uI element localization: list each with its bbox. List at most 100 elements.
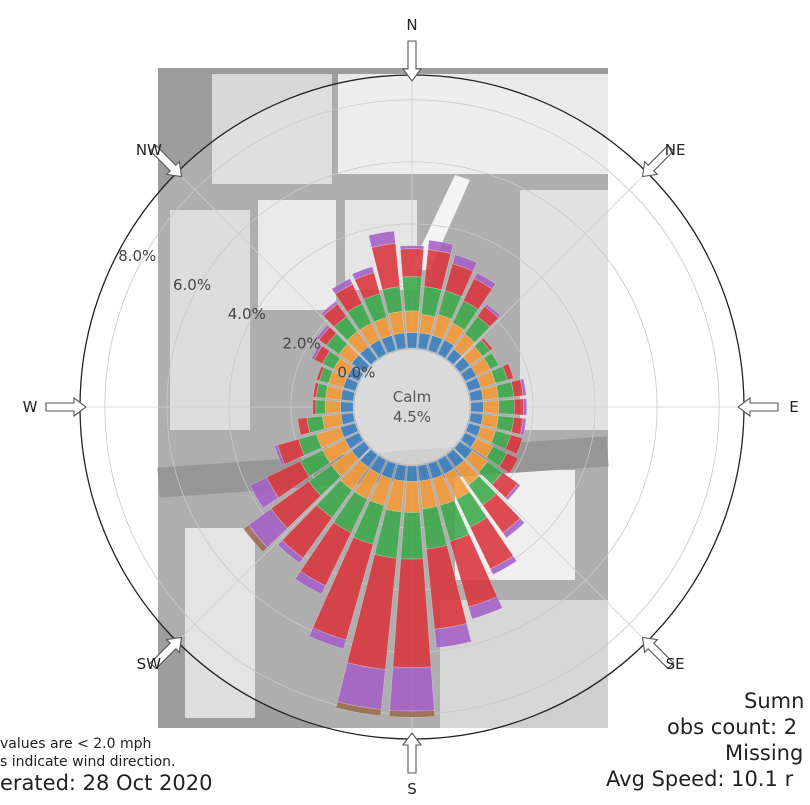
rose-bar-segment bbox=[453, 356, 471, 373]
arrow-shape bbox=[641, 144, 675, 178]
arrow-shape bbox=[401, 732, 423, 774]
rose-bar-segment bbox=[346, 554, 397, 670]
rose-bar-segment bbox=[351, 266, 375, 281]
rose-bar-segment bbox=[498, 452, 519, 474]
rose-bar-segment bbox=[464, 450, 488, 473]
rose-bar-segment bbox=[523, 398, 528, 416]
rose-bar-segment bbox=[368, 230, 396, 248]
rose-bar-segment bbox=[266, 460, 310, 499]
rose-bar-segment bbox=[427, 460, 443, 480]
rose-bar-segment bbox=[484, 303, 502, 319]
radial-tick-label: 0.0% bbox=[337, 363, 375, 381]
rose-bar-segment bbox=[322, 439, 351, 464]
direction-arrows bbox=[45, 40, 779, 774]
rose-bar-segment bbox=[277, 540, 304, 564]
rose-bar-segment bbox=[519, 417, 527, 436]
rose-bar-segment bbox=[249, 476, 279, 509]
avg-speed: Avg Speed: 10.1 r bbox=[606, 767, 794, 791]
rose-bar-segment bbox=[476, 305, 499, 328]
direction-label: SW bbox=[137, 655, 162, 673]
rose-bar-segment bbox=[315, 383, 329, 399]
rose-bar-segment bbox=[369, 455, 387, 475]
rose-bar-segment bbox=[468, 596, 503, 620]
arrow-shape bbox=[149, 144, 183, 178]
rose-bar-segment bbox=[476, 426, 497, 444]
rose-bar-segment bbox=[340, 389, 356, 402]
rose-bar-segment bbox=[434, 623, 472, 649]
rose-bar-segment bbox=[373, 317, 393, 340]
calm-circle bbox=[353, 348, 471, 466]
rose-bar-segment bbox=[389, 666, 435, 712]
rose-bar-segment bbox=[346, 331, 369, 355]
rose-bar-segment bbox=[270, 481, 322, 529]
grid-spoke bbox=[453, 448, 648, 643]
rose-bar-segment bbox=[319, 367, 334, 384]
rose-bar-segment bbox=[381, 334, 397, 354]
radial-tick-labels: 0.0% 2.0% 4.0% 6.0% 8.0% bbox=[118, 247, 375, 382]
rose-bars bbox=[242, 230, 528, 718]
rose-bar-segment bbox=[400, 511, 424, 560]
map-block-east bbox=[520, 190, 608, 430]
rose-bar-segment bbox=[490, 365, 508, 384]
direction-label: W bbox=[23, 398, 38, 416]
rose-bar-segment bbox=[399, 245, 425, 250]
rose-bar-segment bbox=[347, 366, 364, 382]
rose-bar-segment bbox=[347, 303, 372, 331]
rose-bar-segment bbox=[453, 441, 473, 460]
rose-bar-segment bbox=[490, 430, 511, 450]
rose-bar-segment bbox=[308, 627, 347, 650]
rose-bar-segment bbox=[467, 475, 497, 506]
rose-bar-segment bbox=[437, 339, 455, 359]
rose-bar-segment bbox=[322, 413, 344, 430]
rose-bar-segment bbox=[324, 400, 342, 414]
rose-bar-segment bbox=[406, 332, 418, 349]
rose-bar-segment bbox=[482, 493, 521, 534]
rose-bar-segment bbox=[468, 389, 484, 402]
rose-bar-segment bbox=[315, 399, 326, 415]
rose-bar-segment bbox=[502, 363, 514, 381]
rose-bar-segment bbox=[455, 459, 480, 486]
rose-bar-segment bbox=[242, 524, 268, 553]
rose-bar-segment bbox=[419, 478, 438, 510]
rose-bar-segment bbox=[277, 438, 305, 465]
rose-bar-segment bbox=[354, 272, 381, 300]
rose-bar-segment bbox=[299, 449, 331, 478]
rose-bar-segment bbox=[351, 441, 371, 460]
rose-bar-segment bbox=[313, 345, 331, 365]
rose-bar-segment bbox=[333, 357, 354, 377]
rose-bar-segment bbox=[388, 310, 405, 336]
rose-bar-segment bbox=[403, 480, 421, 513]
missing-count: Missing bbox=[725, 741, 804, 765]
rose-bar-segment bbox=[498, 399, 515, 415]
radial-tick-label: 4.0% bbox=[228, 305, 266, 323]
rose-bar-segment bbox=[312, 382, 320, 398]
map-block-west-houses bbox=[170, 210, 250, 430]
rose-bar-segment bbox=[505, 482, 521, 501]
rose-bar-segment bbox=[351, 354, 371, 373]
direction-arrow bbox=[641, 636, 675, 670]
map-block-northwest bbox=[212, 74, 332, 184]
direction-label: SE bbox=[666, 655, 685, 673]
rose-bar-segment bbox=[489, 555, 518, 576]
rose-bar-segment bbox=[371, 243, 401, 291]
rose-bar-segment bbox=[505, 434, 523, 455]
rose-bar-segment bbox=[404, 310, 420, 334]
direction-arrow bbox=[401, 40, 423, 82]
rose-bar-segment bbox=[444, 263, 474, 297]
direction-arrow bbox=[149, 636, 183, 670]
direction-arrow bbox=[737, 396, 779, 418]
grid-spoke bbox=[176, 448, 371, 643]
rose-bar-segment bbox=[437, 290, 463, 320]
arrows-note: s indicate wind direction. bbox=[0, 754, 176, 770]
rose-bar-segment bbox=[340, 412, 356, 425]
arrow-shape bbox=[45, 396, 87, 418]
obs-count: obs count: 2 bbox=[667, 715, 798, 739]
rose-bar-segment bbox=[453, 333, 476, 357]
arrow-shape bbox=[641, 636, 675, 670]
summary-title: Sumn bbox=[744, 689, 805, 713]
map-block-north bbox=[338, 74, 608, 174]
rose-bar-segment bbox=[470, 401, 484, 413]
rose-bar-segment bbox=[513, 398, 525, 416]
rose-bar-segment bbox=[359, 346, 378, 366]
